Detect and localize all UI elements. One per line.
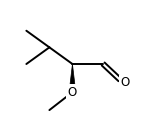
Text: O: O [68,86,77,99]
Text: O: O [120,76,130,89]
Polygon shape [69,64,76,92]
